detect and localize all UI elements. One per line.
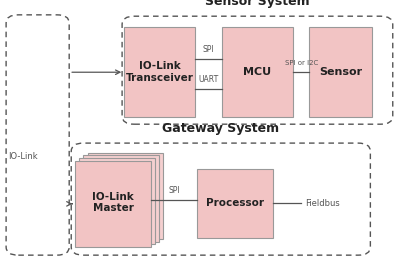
FancyBboxPatch shape [124,27,195,117]
FancyBboxPatch shape [222,27,293,117]
Text: SPI or I2C: SPI or I2C [284,60,318,66]
Text: MCU: MCU [243,67,271,77]
Text: Fieldbus: Fieldbus [305,198,340,208]
Text: Sensor System: Sensor System [205,0,310,8]
FancyBboxPatch shape [83,155,159,242]
FancyBboxPatch shape [197,169,273,238]
Text: IO-Link: IO-Link [8,152,38,161]
Text: IO-Link
Transceiver: IO-Link Transceiver [126,62,194,83]
Text: Processor: Processor [206,198,264,208]
FancyBboxPatch shape [75,161,151,247]
Text: Gateway System: Gateway System [162,122,279,135]
Text: IO-Link
Master: IO-Link Master [92,192,134,213]
FancyBboxPatch shape [79,158,155,244]
FancyBboxPatch shape [88,153,163,239]
FancyBboxPatch shape [309,27,372,117]
Text: SPI: SPI [203,45,214,54]
Text: UART: UART [199,75,219,84]
Text: Sensor: Sensor [319,67,362,77]
Text: SPI: SPI [168,186,180,195]
